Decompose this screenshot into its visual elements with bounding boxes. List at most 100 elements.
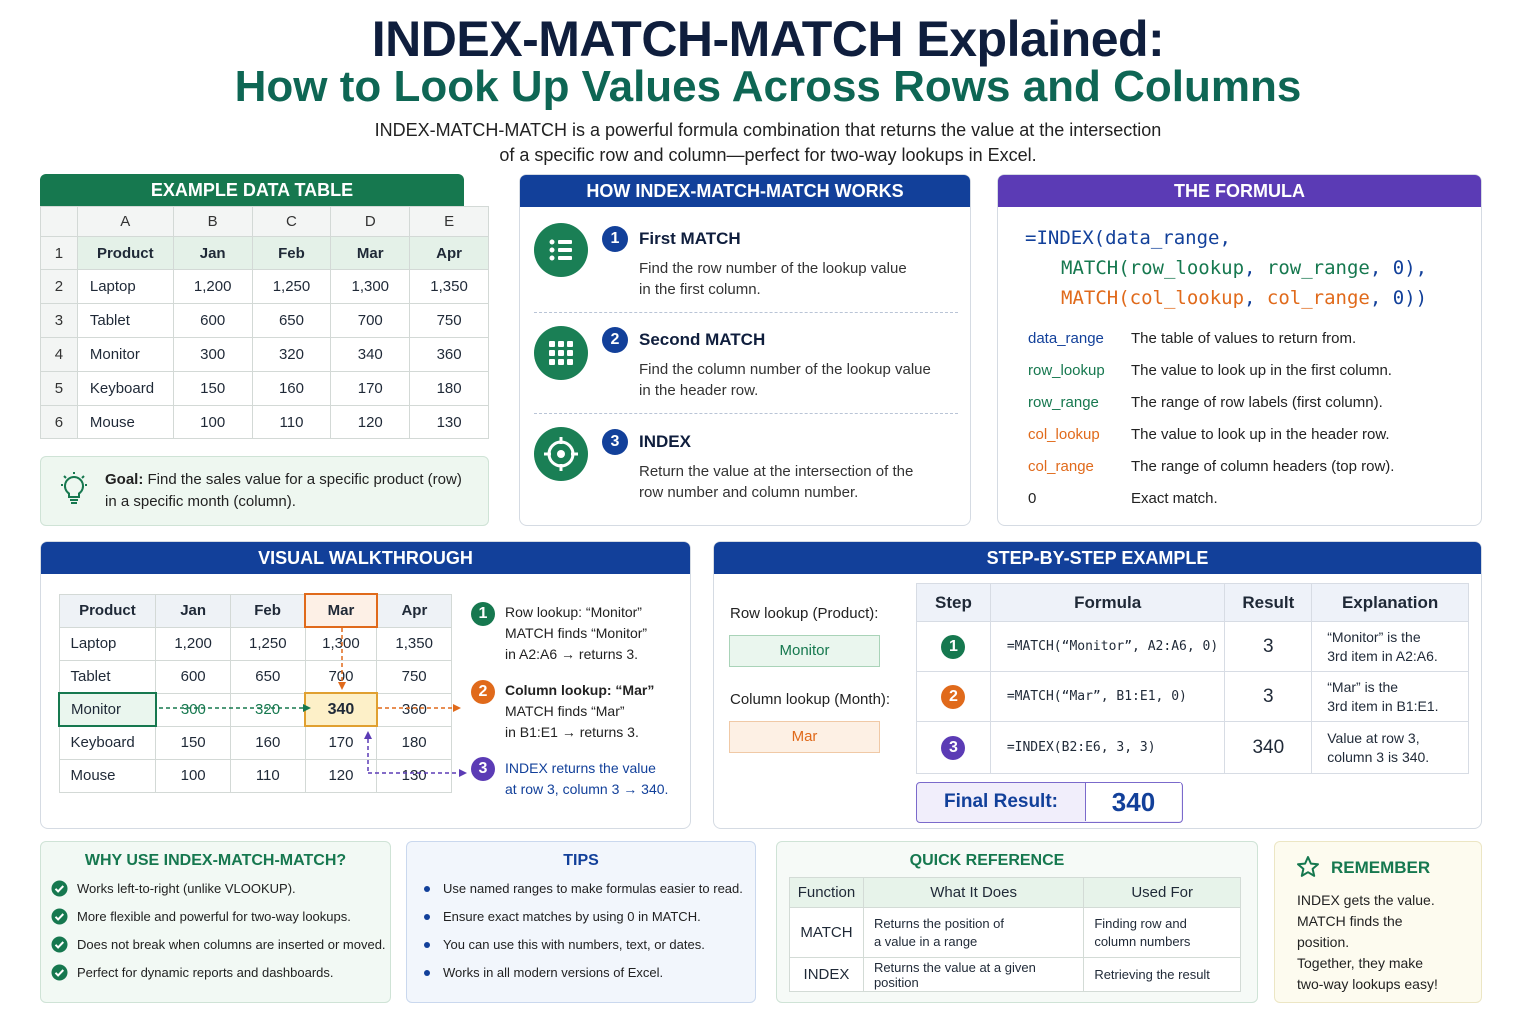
table-cell: 1,300 [304, 626, 378, 661]
quick-reference-table: Function What It Does Used For MATCH Ret… [789, 877, 1241, 992]
table-cell: 340 [330, 337, 411, 372]
goal-box: Goal: Find the sales value for a specifi… [40, 456, 489, 526]
step-cell: 1 [916, 621, 991, 672]
page-subtitle: How to Look Up Values Across Rows and Co… [234, 62, 1302, 111]
table-cell: Mouse [76, 405, 174, 439]
definition-row: data_range The table of values to return … [1028, 330, 1357, 347]
bullet-dot-icon [424, 914, 430, 920]
step-title: Second MATCH [639, 330, 766, 349]
header-cell: Feb [229, 593, 306, 628]
formula-banner: THE FORMULA [998, 175, 1481, 207]
definition-row: row_lookup The value to look up in the fi… [1028, 362, 1392, 379]
target-icon [534, 427, 588, 481]
table-cell: Mouse [58, 758, 157, 793]
tips-title: TIPS [563, 852, 599, 869]
row-lookup-label: Row lookup (Product): [730, 605, 879, 622]
walkthrough-banner: VISUAL WALKTHROUGH [41, 542, 690, 574]
intro-text: INDEX-MATCH-MATCH is a powerful formula … [374, 120, 1162, 165]
row-number: 3 [40, 303, 78, 338]
table-cell: 360 [409, 337, 489, 372]
step-table: Step Formula Result Explanation 1 =MATCH… [916, 583, 1469, 774]
table-cell: 1,300 [330, 269, 411, 304]
header-cell: Result [1224, 583, 1313, 622]
highlighted-row-header: Monitor [58, 692, 157, 727]
definition-row: col_lookup The value to look up in the he… [1028, 426, 1390, 443]
header-cell: Feb [251, 236, 332, 270]
tips-list: Use named ranges to make formulas easier… [407, 879, 755, 991]
table-cell: Tablet [76, 303, 174, 338]
example-table-banner: EXAMPLE DATA TABLE [40, 174, 464, 206]
header-cell: Step [916, 583, 991, 622]
highlighted-column-header: Mar [304, 593, 378, 628]
check-circle-icon [51, 908, 68, 931]
used-for-cell: Retrieving the result [1083, 957, 1241, 992]
header-cell: Explanation [1311, 583, 1469, 622]
corner-cell [40, 206, 78, 237]
header-cell: Apr [409, 236, 489, 270]
table-cell: 600 [155, 659, 231, 694]
header-cell: Formula [989, 583, 1226, 622]
step-description: Return the value at the intersection of … [639, 463, 914, 501]
step-number-badge: 2 [471, 680, 495, 704]
header-cell: Jan [172, 236, 253, 270]
col-letter: D [330, 206, 411, 237]
table-cell: 180 [376, 725, 452, 760]
col-letter: C [251, 206, 332, 237]
step-by-step-section: STEP-BY-STEP EXAMPLE Row lookup (Product… [713, 541, 1482, 829]
bullet-dot-icon [424, 886, 430, 892]
row-number: 5 [40, 371, 78, 406]
example-data-table-section: EXAMPLE DATA TABLE A B C D E 1 Product J… [40, 174, 490, 526]
table-cell: 120 [304, 758, 378, 793]
list-item: Use named ranges to make formulas easier… [407, 879, 755, 907]
table-cell: 1,200 [172, 269, 253, 304]
tips-section: TIPS Use named ranges to make formulas e… [406, 841, 756, 1003]
why-use-list: Works left-to-right (unlike VLOOKUP). Mo… [41, 879, 390, 991]
row-number: 1 [40, 236, 78, 270]
table-cell: 130 [409, 405, 489, 439]
row-lookup-value: Monitor [729, 635, 880, 667]
step-by-step-banner: STEP-BY-STEP EXAMPLE [714, 542, 1481, 574]
function-cell: MATCH [789, 907, 864, 958]
table-cell: 600 [172, 303, 253, 338]
quick-reference-section: QUICK REFERENCE Function What It Does Us… [776, 841, 1258, 1003]
goal-text: Goal: Find the sales value for a specifi… [105, 471, 462, 510]
check-circle-icon [51, 936, 68, 959]
table-cell: 750 [376, 659, 452, 694]
what-cell: Returns the position of a value in a rang… [862, 907, 1085, 958]
final-result-box: Final Result: 340 [916, 782, 1183, 823]
row-number: 4 [40, 337, 78, 372]
intersection-cell: 340 [304, 692, 378, 727]
check-circle-icon [51, 964, 68, 987]
table-cell: Keyboard [58, 725, 157, 760]
col-lookup-value: Mar [729, 721, 880, 753]
table-cell: 170 [304, 725, 378, 760]
why-use-title: WHY USE INDEX-MATCH-MATCH? [84, 852, 347, 869]
step-description: Find the row number of the lookup value … [639, 260, 907, 298]
table-cell: 110 [229, 758, 306, 793]
bullet-dot-icon [424, 942, 430, 948]
formula-cell: =MATCH(“Monitor”, A2:A6, 0) [989, 621, 1226, 672]
header-cell: Product [76, 236, 174, 270]
page-title: INDEX-MATCH-MATCH Explained: [371, 11, 1165, 67]
table-cell: 120 [330, 405, 411, 439]
col-letter: B [172, 206, 253, 237]
formula-code: =INDEX(data_range, MATCH(row_lookup, row… [1025, 227, 1428, 309]
table-cell: 750 [409, 303, 489, 338]
formula-cell: =INDEX(B2:E6, 3, 3) [989, 721, 1226, 774]
remember-text: INDEX gets the value. MATCH finds the po… [1297, 892, 1438, 992]
walkthrough-arrows [159, 628, 467, 777]
header-cell: Function [789, 877, 864, 908]
table-cell: 150 [172, 371, 253, 406]
divider [534, 413, 958, 414]
list-item: Works in all modern versions of Excel. [407, 963, 755, 991]
step-title: INDEX [639, 432, 691, 451]
explanation-cell: “Monitor” is the 3rd item in A2:A6. [1311, 621, 1469, 672]
list-item: More flexible and powerful for two-way l… [41, 907, 390, 935]
step-title: First MATCH [639, 229, 741, 248]
step-number-badge: 1 [471, 602, 495, 626]
row-number: 2 [40, 269, 78, 304]
col-lookup-label: Column lookup (Month): [730, 691, 891, 708]
step-number-badge: 2 [602, 327, 628, 353]
explanation-cell: “Mar” is the 3rd item in B1:E1. [1311, 671, 1469, 722]
what-cell: Returns the value at a given position [862, 957, 1085, 992]
